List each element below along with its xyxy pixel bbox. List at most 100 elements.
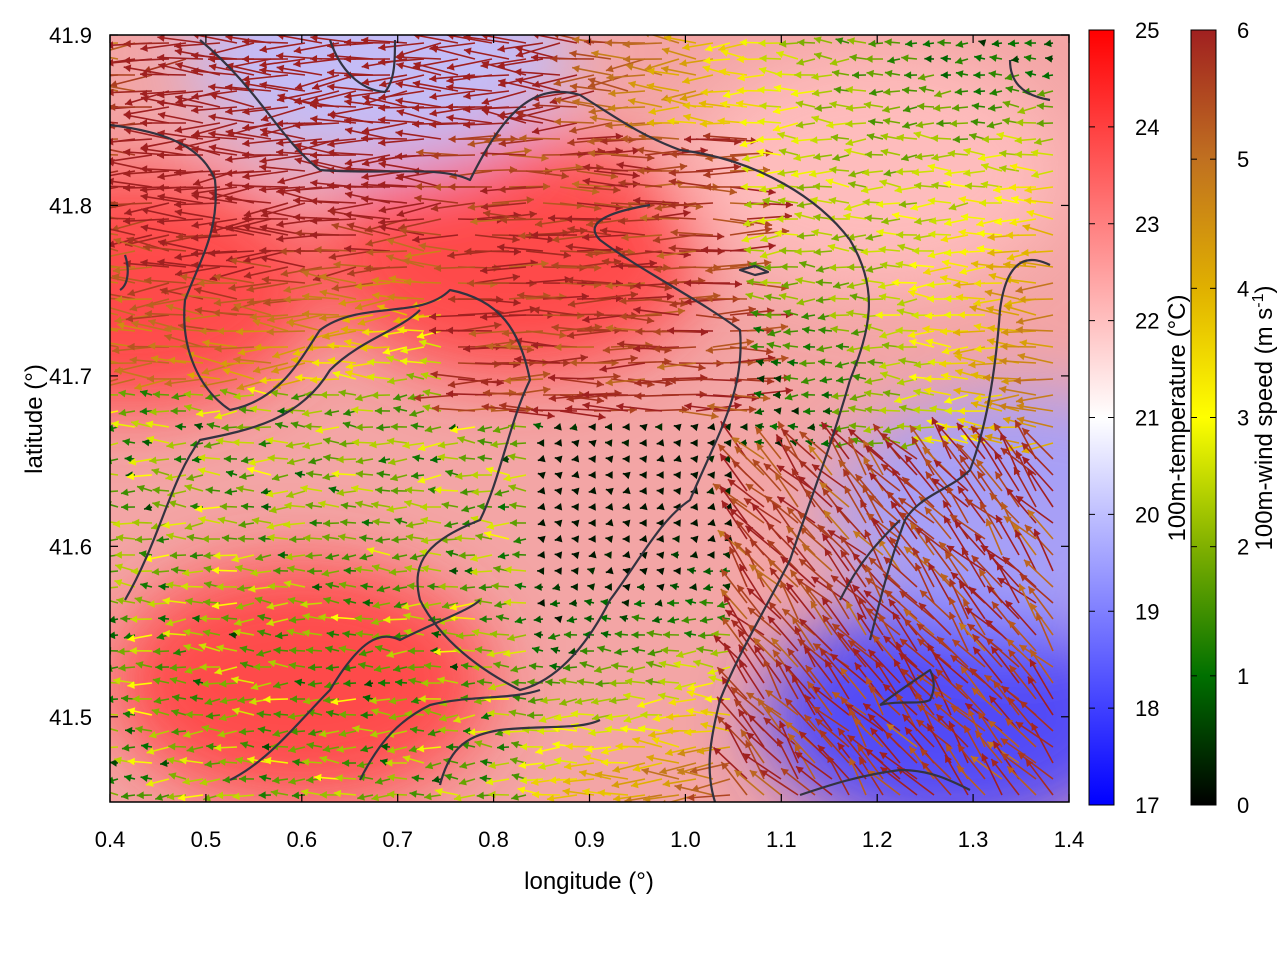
wind-vector bbox=[515, 42, 561, 58]
wind-vector bbox=[508, 154, 549, 162]
wind-vector bbox=[157, 90, 204, 99]
wind-vector bbox=[608, 89, 646, 98]
wind-vector bbox=[973, 87, 986, 96]
wind-vector bbox=[567, 225, 612, 236]
wind-vector bbox=[865, 55, 884, 63]
wind-vector bbox=[901, 54, 918, 62]
wind-vector bbox=[110, 85, 136, 92]
wind-vector bbox=[811, 115, 833, 124]
wind-vector bbox=[668, 168, 714, 177]
wind-vector bbox=[736, 55, 765, 64]
wind-vector bbox=[395, 97, 442, 108]
wind-vector bbox=[1044, 39, 1054, 48]
wind-vector bbox=[559, 202, 602, 212]
wind-colorbar-title-superscript: -1 bbox=[1250, 293, 1267, 307]
wind-vector bbox=[795, 100, 816, 108]
wind-vector bbox=[241, 55, 289, 63]
wind-vector bbox=[553, 118, 595, 126]
wind-vector bbox=[344, 211, 391, 220]
colorbar-tick-label: 25 bbox=[1135, 18, 1159, 43]
wind-vector bbox=[758, 39, 782, 48]
wind-vector bbox=[1002, 100, 1020, 108]
wind-vector bbox=[968, 132, 986, 141]
wind-vector bbox=[832, 153, 850, 162]
wind-vector bbox=[498, 78, 544, 92]
wind-vector bbox=[498, 185, 544, 194]
wind-vector bbox=[378, 138, 425, 147]
wind-vector bbox=[1007, 39, 1020, 48]
x-tick-label: 1.4 bbox=[1054, 827, 1085, 852]
wind-vector bbox=[776, 50, 799, 60]
wind-vector bbox=[703, 170, 748, 179]
wind-vector bbox=[110, 232, 119, 236]
wind-vector bbox=[378, 202, 425, 214]
wind-vector bbox=[986, 121, 1003, 129]
wind-vector bbox=[847, 37, 867, 45]
wind-vector bbox=[918, 85, 935, 93]
wind-vector bbox=[811, 72, 833, 81]
wind-vector bbox=[1024, 185, 1054, 194]
wind-vector bbox=[481, 90, 527, 106]
wind-vector bbox=[604, 38, 646, 47]
temperature-colorbar: 17 18 19 20 21 22 23 24 25 100m-temperature (°C) bbox=[1088, 18, 1191, 818]
wind-vector bbox=[762, 197, 782, 205]
wind-vector bbox=[729, 166, 771, 174]
wind-vector bbox=[1024, 196, 1054, 205]
x-tick-label: 0.4 bbox=[95, 827, 126, 852]
wind-vector bbox=[661, 47, 697, 60]
wind-vector bbox=[225, 128, 272, 140]
wind-vector bbox=[735, 100, 765, 108]
wind-vector bbox=[530, 231, 578, 239]
wind-vector bbox=[940, 71, 952, 79]
wind-vector bbox=[951, 104, 969, 112]
wind-vector bbox=[989, 54, 1003, 62]
plot-area bbox=[109, 34, 1070, 803]
wind-colorbar: 0 1 2 3 4 5 6 100m-wind speed (m s-1) bbox=[1190, 18, 1278, 818]
wind-vector bbox=[978, 39, 987, 47]
wind-vector bbox=[793, 153, 816, 162]
wind-vector bbox=[881, 217, 901, 225]
wind-vector bbox=[1031, 170, 1054, 179]
wind-vector bbox=[703, 56, 731, 65]
wind-vector bbox=[843, 212, 867, 221]
y-tick-label: 41.6 bbox=[49, 534, 92, 559]
wind-vector bbox=[829, 100, 850, 109]
wind-vector bbox=[868, 88, 884, 97]
wind-vector bbox=[987, 104, 1003, 112]
wind-vector bbox=[157, 99, 204, 108]
y-axis-title: latitude (°) bbox=[21, 364, 48, 474]
wind-vector bbox=[895, 167, 918, 176]
wind-vector bbox=[1014, 150, 1037, 159]
wind-vector bbox=[344, 116, 391, 125]
colorbar-tick-label: 2 bbox=[1237, 535, 1249, 560]
colorbar-tick-label: 17 bbox=[1135, 793, 1159, 818]
wind-vector bbox=[395, 53, 442, 62]
wind-vector bbox=[498, 138, 544, 148]
wind-vector bbox=[572, 98, 612, 108]
wind-vector bbox=[901, 86, 918, 95]
wind-vector bbox=[616, 161, 663, 172]
wind-vector bbox=[344, 127, 391, 140]
colorbar-tick-label: 6 bbox=[1237, 18, 1249, 43]
wind-vector bbox=[639, 214, 680, 222]
wind-vector bbox=[843, 202, 867, 212]
wind-vector bbox=[970, 118, 986, 127]
wind-vector bbox=[110, 228, 136, 236]
wind-vector bbox=[826, 121, 850, 129]
wind-vector bbox=[463, 90, 510, 100]
wind-vector bbox=[412, 234, 459, 244]
wind-vector bbox=[617, 217, 663, 225]
x-tick-label: 1.2 bbox=[862, 827, 893, 852]
wind-vector bbox=[553, 96, 595, 108]
wind-vector bbox=[661, 65, 697, 76]
wind-vector bbox=[110, 216, 119, 220]
wind-vector bbox=[772, 106, 799, 115]
wind-colorbar-title-end: ) bbox=[1251, 286, 1278, 294]
wind-vector bbox=[880, 132, 901, 141]
wind-vector bbox=[929, 216, 952, 225]
wind-vector bbox=[947, 149, 969, 158]
colorbar-tick-label: 21 bbox=[1135, 406, 1159, 431]
wind-vector bbox=[989, 88, 1003, 96]
wind-vector bbox=[937, 38, 952, 47]
wind-vector bbox=[191, 106, 238, 114]
